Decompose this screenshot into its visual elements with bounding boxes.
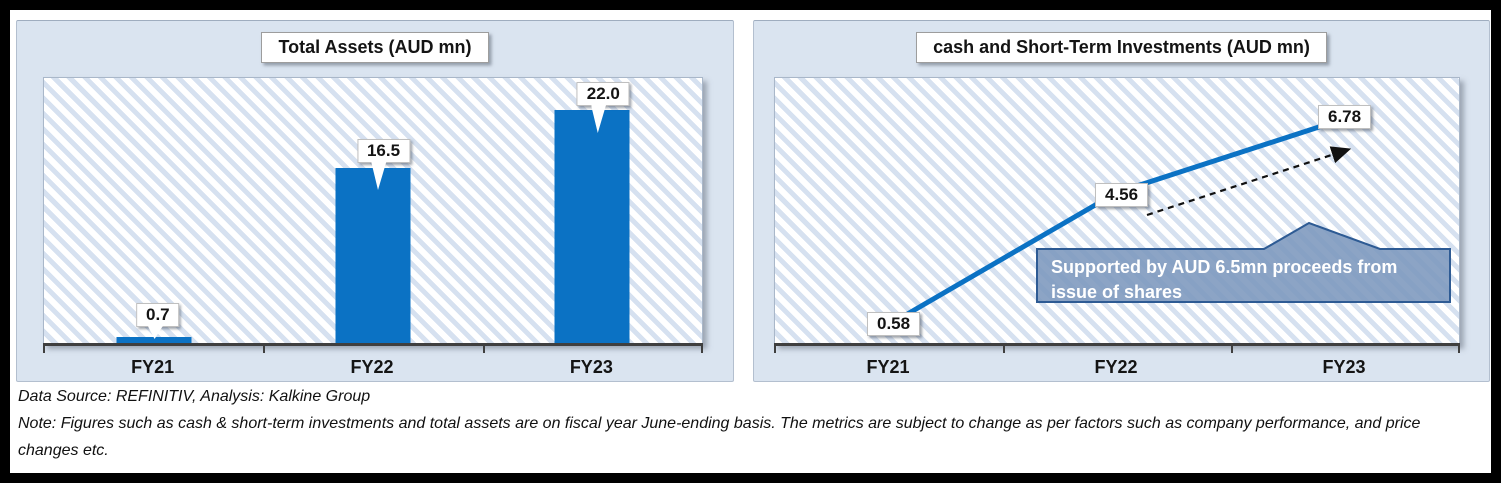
bar-fy22 (335, 168, 411, 344)
axis-tick (263, 346, 266, 353)
bar-fy23 (554, 109, 630, 344)
axis-tick (43, 346, 45, 353)
cash-investments-chart-panel: cash and Short-Term Investments (AUD mn)… (753, 20, 1490, 382)
x-label-fy21: FY21 (866, 357, 910, 377)
data-label-fy22-text: 16.5 (366, 141, 401, 160)
callout-annotation: Supported by AUD 6.5mn proceeds from iss… (1051, 257, 1398, 302)
trend-arrow (1146, 146, 1352, 217)
data-label-fy22: 4.56 (1095, 183, 1149, 207)
data-label-fy21: 0.7 (136, 303, 180, 339)
total-assets-plot-area: 0.7 16.5 22.0 (43, 77, 703, 353)
x-label-fy23: FY23 (569, 357, 613, 377)
axis-tick (1230, 346, 1233, 353)
data-label-fy21-text: 0.7 (146, 305, 170, 324)
data-label-fy22: 16.5 (356, 139, 411, 190)
x-label-fy23: FY23 (1322, 357, 1366, 377)
x-axis-labels: FY21 FY22 FY23 (17, 357, 733, 379)
x-axis-labels: FY21 FY22 FY23 (754, 357, 1489, 379)
axis-tick (701, 346, 703, 353)
x-label-fy22: FY22 (1094, 357, 1138, 377)
data-label-fy23: 6.78 (1318, 105, 1372, 129)
x-axis-line (43, 343, 703, 346)
total-assets-title-row: Total Assets (AUD mn) (17, 32, 733, 63)
cash-investments-plot-area: Supported by AUD 6.5mn proceeds from iss… (774, 77, 1460, 353)
axis-tick (482, 346, 485, 353)
page-canvas: Total Assets (AUD mn) 0.7 16.5 22.0 (10, 10, 1491, 473)
axis-tick (774, 346, 776, 353)
data-label-fy21: 0.58 (867, 312, 921, 336)
data-label-fy23-text: 22.0 (586, 84, 620, 103)
total-assets-chart-panel: Total Assets (AUD mn) 0.7 16.5 22.0 (16, 20, 734, 382)
cash-investments-title-row: cash and Short-Term Investments (AUD mn) (754, 32, 1489, 63)
x-axis-line (774, 343, 1460, 346)
footer: Data Source: REFINITIV, Analysis: Kalkin… (18, 383, 1484, 464)
callout-shape (1036, 221, 1451, 303)
bar-fy21 (116, 336, 192, 344)
cash-investments-chart-title: cash and Short-Term Investments (AUD mn) (916, 32, 1327, 63)
footnote-text: Note: Figures such as cash & short-term … (18, 415, 1421, 459)
x-label-fy22: FY22 (350, 357, 394, 377)
axis-tick (1458, 346, 1460, 353)
data-label-fy23: 22.0 (576, 82, 630, 133)
data-source-text: Data Source: REFINITIV, Analysis: Kalkin… (18, 388, 371, 405)
total-assets-chart-title: Total Assets (AUD mn) (261, 32, 489, 63)
x-label-fy21: FY21 (131, 357, 175, 377)
axis-tick (1002, 346, 1005, 353)
